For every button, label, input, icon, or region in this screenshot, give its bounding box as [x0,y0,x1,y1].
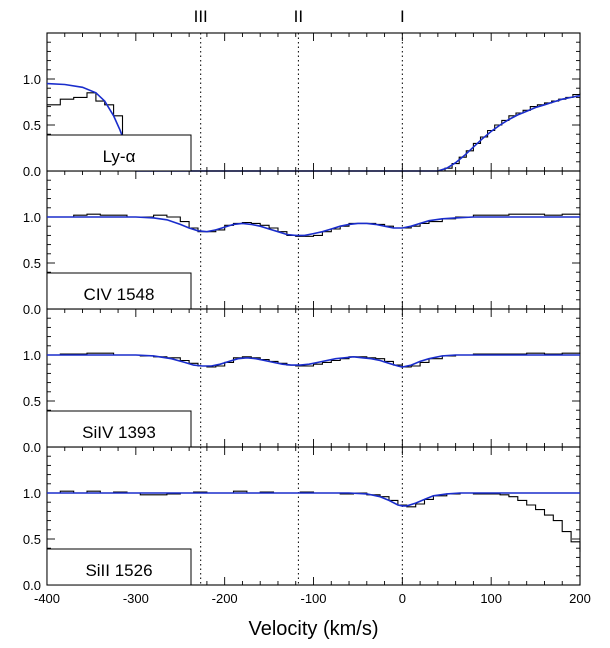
panels: 0.0 0.5 1.0 Ly-α 0.0 0.5 1.0 CIV 1548 0.0 0.5 1.0 S… [23,32,591,606]
component-label-iii: III [194,7,208,26]
y-tick-label: 0.5 [23,118,41,133]
panel-3: 0.0 0.5 1.0 SiII 1526 [23,446,581,593]
panel-label: CIV 1548 [84,285,155,304]
panel-1: 0.0 0.5 1.0 CIV 1548 [23,170,581,317]
y-tick-label: 0.5 [23,394,41,409]
y-tick-label: 1.0 [23,486,41,501]
x-tick-labels: -400 -300 -200 -100 0 100 200 [34,591,591,606]
y-tick-label: 0.0 [23,302,41,317]
y-tick-label: 0.0 [23,578,41,593]
fit-line [47,216,580,237]
x-tick-label: 100 [480,591,502,606]
component-markers: III II I [194,7,405,26]
x-tick-label: 0 [399,591,406,606]
fit-line [47,492,580,507]
x-tick-label: 200 [569,591,591,606]
panel-label: Ly-α [103,147,136,166]
panel-label-box [46,410,192,448]
panel-label-box [46,134,192,172]
x-tick-label: -300 [123,591,149,606]
panel-label-box [46,272,192,310]
y-tick-label: 1.0 [23,72,41,87]
x-tick-label: -400 [34,591,60,606]
component-label-ii: II [294,7,303,26]
y-tick-label: 0.0 [23,164,41,179]
panel-0: 0.0 0.5 1.0 Ly-α [23,32,581,179]
component-label-i: I [400,7,405,26]
x-tick-label: -100 [300,591,326,606]
fit-line [47,354,580,368]
y-tick-label: 1.0 [23,348,41,363]
y-tick-label: 1.0 [23,210,41,225]
panel-2: 0.0 0.5 1.0 SiIV 1393 [23,308,581,455]
y-tick-label: 0.5 [23,532,41,547]
panel-label-box [46,548,192,586]
y-tick-label: 0.5 [23,256,41,271]
x-tick-label: -200 [212,591,238,606]
data-histogram [47,490,581,552]
x-axis-title: Velocity (km/s) [248,618,378,640]
panel-label: SiII 1526 [85,561,152,580]
fit-line [46,82,581,172]
y-tick-label: 0.0 [23,440,41,455]
panel-label: SiIV 1393 [82,423,156,442]
